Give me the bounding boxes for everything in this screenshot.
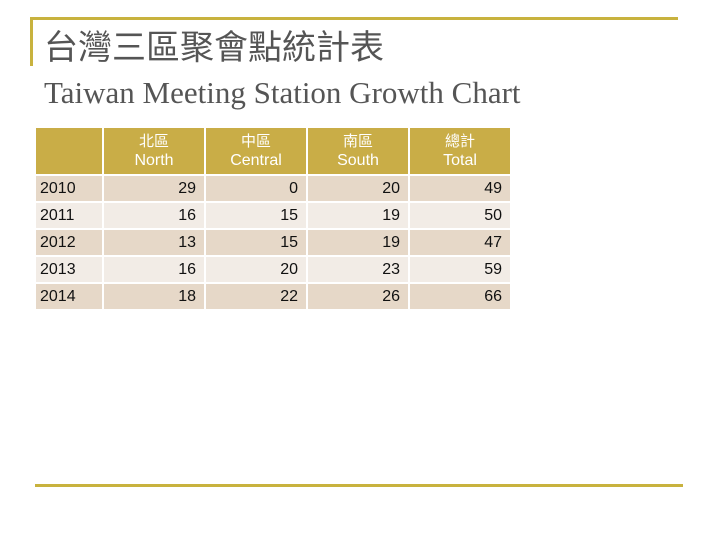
table-row: 2010 29 0 20 49: [34, 174, 512, 203]
cell-total: 49: [408, 174, 512, 203]
cell-north: 29: [102, 174, 206, 203]
cell-total: 66: [408, 282, 512, 311]
header-total-cn: 總計: [444, 132, 475, 150]
frame-bottom-line: [35, 484, 683, 487]
cell-central: 15: [204, 201, 308, 230]
header-central-en: Central: [230, 152, 282, 169]
header-total: 總計 Total: [408, 126, 512, 176]
header-south-en: South: [337, 152, 379, 169]
header-year: [34, 126, 104, 176]
frame-top-line: [30, 17, 678, 20]
cell-central: 15: [204, 228, 308, 257]
cell-north: 13: [102, 228, 206, 257]
header-south: 南區 South: [306, 126, 410, 176]
cell-north: 18: [102, 282, 206, 311]
header-north-cn: 北區: [138, 132, 169, 150]
header-south-cn: 南區: [342, 132, 373, 150]
cell-year: 2014: [34, 282, 104, 311]
header-central: 中區 Central: [204, 126, 308, 176]
table-header-row: 北區 North 中區 Central 南區 South 總計 Total: [34, 126, 512, 176]
cell-year: 2010: [34, 174, 104, 203]
cell-total: 50: [408, 201, 512, 230]
cell-year: 2012: [34, 228, 104, 257]
cell-south: 19: [306, 228, 410, 257]
header-north: 北區 North: [102, 126, 206, 176]
cell-central: 22: [204, 282, 308, 311]
cell-total: 47: [408, 228, 512, 257]
cell-south: 20: [306, 174, 410, 203]
page-title-english: Taiwan Meeting Station Growth Chart: [44, 75, 521, 110]
table-row: 2014 18 22 26 66: [34, 282, 512, 311]
cell-south: 23: [306, 255, 410, 284]
cell-south: 19: [306, 201, 410, 230]
cell-central: 0: [204, 174, 308, 203]
header-north-en: North: [134, 152, 174, 169]
cell-south: 26: [306, 282, 410, 311]
table-row: 2012 13 15 19 47: [34, 228, 512, 257]
cell-year: 2013: [34, 255, 104, 284]
frame-left-line: [30, 17, 33, 66]
cell-central: 20: [204, 255, 308, 284]
header-total-en: Total: [443, 152, 477, 169]
stations-table: 北區 North 中區 Central 南區 South 總計 Total 20…: [34, 126, 512, 311]
cell-north: 16: [102, 201, 206, 230]
header-central-cn: 中區: [240, 132, 271, 150]
cell-year: 2011: [34, 201, 104, 230]
cell-total: 59: [408, 255, 512, 284]
cell-north: 16: [102, 255, 206, 284]
table-row: 2013 16 20 23 59: [34, 255, 512, 284]
table-row: 2011 16 15 19 50: [34, 201, 512, 230]
page-title-chinese: 台灣三區聚會點統計表: [44, 28, 384, 68]
